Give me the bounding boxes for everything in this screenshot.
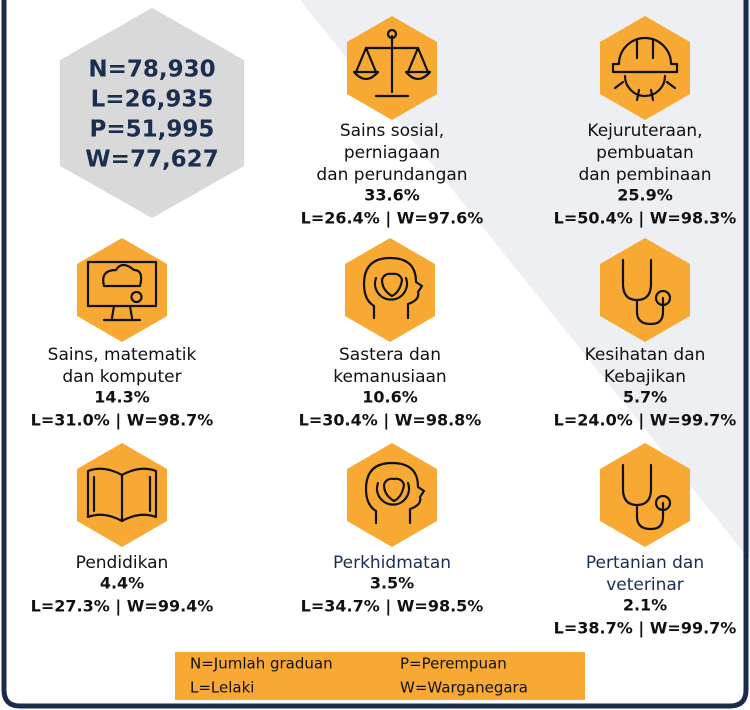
field-name: dan komputer bbox=[62, 367, 181, 387]
field-percent: 2.1% bbox=[623, 596, 667, 615]
icon bbox=[621, 463, 672, 531]
legend-item: P=Perempuan bbox=[400, 655, 507, 673]
field-percent: 25.9% bbox=[617, 186, 673, 205]
icon-hexagon bbox=[600, 16, 690, 120]
field-split: L=50.4% | W=98.3% bbox=[554, 209, 737, 229]
icon-shape bbox=[86, 260, 158, 322]
icon-hexagon bbox=[345, 238, 435, 342]
legend-box bbox=[175, 652, 585, 700]
summary-line: P=51,995 bbox=[90, 117, 215, 143]
summary-line: W=77,627 bbox=[85, 147, 218, 173]
legend-item: N=Jumlah graduan bbox=[190, 655, 333, 673]
icon bbox=[611, 36, 679, 102]
field-split: L=27.3% | W=99.4% bbox=[31, 597, 214, 617]
background-stripe bbox=[300, 0, 750, 560]
field-split: L=30.4% | W=98.8% bbox=[299, 411, 482, 431]
icon-shape bbox=[621, 258, 672, 326]
field-split: L=26.4% | W=97.6% bbox=[301, 209, 484, 229]
field-split: L=31.0% | W=98.7% bbox=[31, 411, 214, 431]
field-name: Pertanian dan bbox=[586, 553, 704, 573]
field-split: L=34.7% | W=98.5% bbox=[301, 597, 484, 617]
field-name: Sains sosial, bbox=[340, 121, 444, 141]
field-percent: 3.5% bbox=[370, 574, 414, 593]
icon bbox=[86, 260, 158, 322]
field-percent: 33.6% bbox=[364, 186, 420, 205]
legend-item: L=Lelaki bbox=[190, 679, 254, 697]
icon-shape bbox=[364, 461, 426, 525]
icon-hexagon bbox=[347, 443, 437, 547]
summary-hexagon bbox=[60, 8, 244, 218]
icon bbox=[362, 256, 424, 320]
legend-item: W=Warganegara bbox=[400, 679, 528, 697]
field-name: Kebajikan bbox=[604, 367, 686, 387]
field-percent: 4.4% bbox=[100, 574, 144, 593]
icon bbox=[86, 467, 158, 523]
field-name: Kejuruteraan, bbox=[587, 121, 702, 141]
field-name: Sains, matematik bbox=[48, 345, 197, 365]
icon bbox=[352, 28, 432, 98]
field-split: L=38.7% | W=99.7% bbox=[554, 619, 737, 639]
field-name: kemanusiaan bbox=[333, 367, 446, 387]
field-percent: 14.3% bbox=[94, 388, 150, 407]
summary-line: L=26,935 bbox=[91, 87, 214, 113]
icon-shape bbox=[611, 36, 679, 102]
summary-line: N=78,930 bbox=[88, 57, 215, 83]
icon-shape bbox=[86, 467, 158, 523]
field-name: perniagaan bbox=[344, 143, 440, 163]
icon-shape bbox=[362, 256, 424, 320]
field-percent: 10.6% bbox=[362, 388, 418, 407]
field-name: veterinar bbox=[606, 575, 684, 595]
field-split: L=24.0% | W=99.7% bbox=[554, 411, 737, 431]
field-name: dan pembinaan bbox=[578, 165, 711, 185]
field-name: Kesihatan dan bbox=[585, 345, 706, 365]
field-name: dan perundangan bbox=[316, 165, 467, 185]
field-name: Pendidikan bbox=[76, 553, 169, 573]
field-name: pembuatan bbox=[596, 143, 694, 163]
icon bbox=[364, 461, 426, 525]
field-percent: 5.7% bbox=[623, 388, 667, 407]
icon-shape bbox=[621, 463, 672, 531]
icon-shape bbox=[352, 28, 432, 98]
icon bbox=[621, 258, 672, 326]
field-name: Sastera dan bbox=[339, 345, 441, 365]
icon-hexagon bbox=[77, 238, 167, 342]
field-name: Perkhidmatan bbox=[333, 553, 451, 573]
